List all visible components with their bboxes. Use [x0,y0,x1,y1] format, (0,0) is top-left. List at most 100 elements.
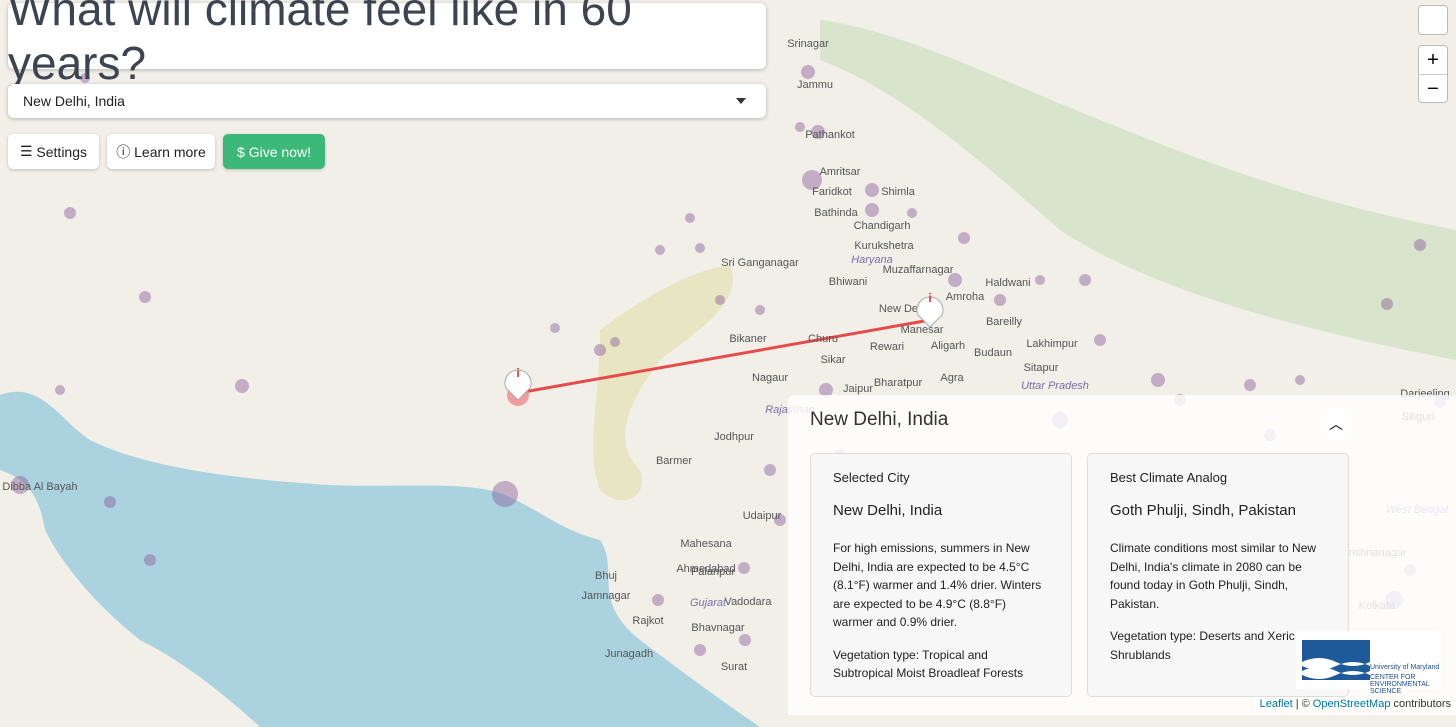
city-dot [1079,274,1091,286]
layer-button[interactable] [1418,5,1448,35]
zoom-control: + − [1418,45,1448,103]
map-label: Srinagar [787,38,829,50]
city-dot [610,337,620,347]
map-label: Bharatpur [874,377,923,389]
city-dot [802,170,822,190]
map-label: Bhiwani [829,276,868,288]
leaflet-link[interactable]: Leaflet [1259,698,1293,710]
map-label: Manesar [901,324,944,336]
info-panel: New Delhi, India ︿ Selected City New Del… [788,395,1456,715]
card-heading: Selected City [833,470,910,485]
collapse-button[interactable]: ︿ [1321,410,1351,438]
card-name: New Delhi, India [833,502,943,519]
city-dot [104,496,116,508]
city-dot [795,122,805,132]
city-dot [1414,239,1426,251]
map-label: Jammu [797,79,833,91]
city-dot [994,294,1006,306]
map-label: Rewari [870,341,904,353]
button-label: Settings [36,143,88,160]
button-label: Give now! [248,143,311,160]
city-dot [685,213,695,223]
attr-sep: | © [1295,698,1310,710]
city-dot [235,379,249,393]
map-label: Bhavnagar [691,622,745,634]
desert [593,265,733,501]
map-label: Uttar Pradesh [1021,380,1089,392]
map-label: New Delhi [879,303,929,315]
city-dot [755,305,765,315]
map-label: Haryana [851,254,893,266]
give-button[interactable]: $ Give now! [223,134,325,169]
city-dot [715,295,725,305]
learn-more-button[interactable]: ⓘ Learn more [107,134,215,169]
city-dot [694,644,706,656]
map-label: Chandigarh [854,220,911,232]
map-label: Bareilly [986,316,1023,328]
map-label: Churu [808,333,838,345]
umces-logo: University of Maryland CENTER FOR ENVIRO… [1296,631,1441,695]
city-dot [811,125,825,139]
map-label: Barmer [656,455,692,467]
map-label: Gujarat [690,597,727,609]
analog-card: Best Climate Analog Goth Phulji, Sindh, … [1087,453,1349,697]
city-dot [958,232,970,244]
map-label: Bhuj [595,570,617,582]
map-label: Sri Ganganagar [721,257,799,269]
map-label: Jamnagar [582,590,631,602]
panel-title: New Delhi, India [810,409,949,430]
map-label: Sitapur [1024,362,1059,374]
map-label: Bikaner [729,333,767,345]
city-dot [492,481,518,507]
map-label: Kurukshetra [854,240,914,252]
city-dot [1094,334,1106,346]
map-label: Junagadh [605,648,653,660]
map-label: Palanpur [691,566,735,578]
city-dot [1295,375,1305,385]
city-dot [738,562,750,574]
marker-icon: i [928,291,931,305]
osm-link[interactable]: OpenStreetMap [1312,698,1391,710]
city-dot [652,594,664,606]
city-dot [948,273,962,287]
zoom-in[interactable]: + [1419,46,1447,75]
city-select[interactable]: New Delhi, India [8,84,766,118]
map-label: Vadodara [725,596,773,608]
caret [736,98,746,104]
city-dot [11,476,29,494]
city-dot [550,323,560,333]
map-label: Lakhimpur [1026,338,1078,350]
attribution: Leaflet | © OpenStreetMap contributors [1254,697,1456,711]
city-dot [695,243,705,253]
city-dot [594,344,606,356]
map-label: Mahesana [680,538,732,550]
card-name: Goth Phulji, Sindh, Pakistan [1110,502,1296,519]
map-label: Haldwani [985,277,1030,289]
map-label: Sikar [820,354,845,366]
city-dot [144,554,156,566]
city-dot [55,385,65,395]
city-dot [739,634,751,646]
zoom-out[interactable]: − [1427,77,1439,100]
city-dot [64,207,76,219]
city-dot [774,514,786,526]
map-label: Jodhpur [714,431,754,443]
city-dot [1151,373,1165,387]
city-dot [907,208,917,218]
map-label: Nagaur [752,372,788,384]
city-marker[interactable] [916,296,944,328]
selected-card: Selected City New Delhi, India For high … [810,453,1072,697]
analog-marker[interactable] [504,369,532,401]
card-vegetation: Vegetation type: Deserts and Xeric Shrub… [1110,629,1295,662]
city-dot [139,291,151,303]
settings-button[interactable]: ☰ Settings [8,134,99,169]
city-dot [865,183,879,197]
map-label: Aligarh [931,340,965,352]
map-label: Faridkot [812,186,852,198]
button-label: Learn more [134,143,206,160]
card-vegetation: Vegetation type: Tropical and Subtropica… [833,647,1024,681]
map-label: Bathinda [814,207,858,219]
attr-suffix: contributors [1393,698,1451,710]
